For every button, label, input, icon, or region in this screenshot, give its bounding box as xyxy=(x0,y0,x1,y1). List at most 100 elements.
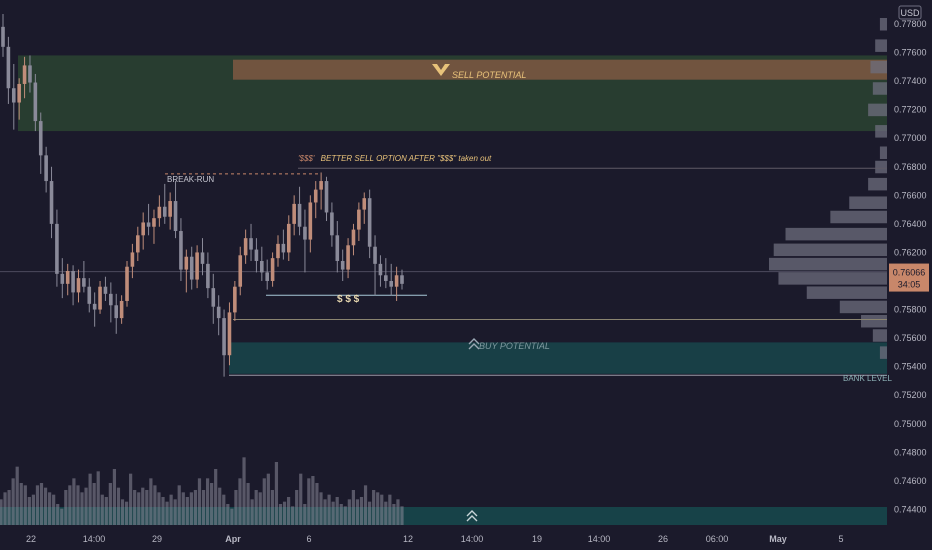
candle-body xyxy=(303,226,307,240)
candle-body xyxy=(265,272,270,281)
x-tick-label: 6 xyxy=(306,534,311,544)
volume-bar xyxy=(149,478,153,525)
volume-profile-bar xyxy=(785,227,887,241)
volume-bar xyxy=(282,501,287,525)
volume-bar xyxy=(367,501,372,525)
volume-bar xyxy=(129,473,133,525)
candle-body xyxy=(76,278,81,293)
candle-body xyxy=(33,82,38,122)
candle-body xyxy=(313,189,318,203)
better-sell-prefix: '$$$' xyxy=(298,154,315,163)
volume-bar xyxy=(335,497,339,525)
volume-bar xyxy=(39,483,44,525)
volume-bar xyxy=(392,504,396,525)
volume-profile-bar xyxy=(872,329,887,342)
volume-bar xyxy=(327,494,331,525)
x-tick-label: 19 xyxy=(532,534,542,544)
volume-profile-bar xyxy=(778,272,887,285)
price-label-countdown: 34:05 xyxy=(898,280,921,290)
candle-body xyxy=(211,288,216,307)
candle-body xyxy=(114,305,119,319)
candle-body xyxy=(152,218,156,227)
price-axis[interactable]: 0.77800 0.77600 0.77400 0.77200 0.77000 0.768… xyxy=(894,19,927,514)
volume-bar xyxy=(303,504,307,525)
time-axis[interactable]: 22 14:00 29 Apr 6 12 14:00 19 14:00 26 06:00 May 5 xyxy=(26,534,844,544)
volume-profile-bar xyxy=(875,125,887,138)
volume-profile-bar xyxy=(806,286,887,299)
double-chevron-up-icon xyxy=(466,510,478,522)
volume-bar xyxy=(64,490,68,525)
y-tick-label: 0.74800 xyxy=(894,447,927,457)
volume-bar xyxy=(112,469,117,525)
volume-bar xyxy=(108,483,112,525)
candle-body xyxy=(38,121,43,156)
volume-bar xyxy=(242,457,246,525)
liquidity-label: $ $ $ xyxy=(337,294,360,305)
volume-bar xyxy=(157,492,161,525)
volume-bar xyxy=(258,492,262,525)
y-tick-label: 0.75400 xyxy=(894,362,927,372)
y-tick-label: 0.74600 xyxy=(894,476,927,486)
volume-bar xyxy=(311,476,315,525)
volume-bar xyxy=(238,478,242,525)
volume-bar xyxy=(161,497,165,525)
volume-bar xyxy=(372,490,376,525)
y-tick-label: 0.76800 xyxy=(894,162,927,172)
candle-body xyxy=(351,229,356,246)
volume-bar xyxy=(270,490,274,525)
y-tick-label: 0.77600 xyxy=(894,48,927,58)
candle-body xyxy=(297,203,302,227)
candle-body xyxy=(82,278,86,287)
candle-body xyxy=(222,318,226,356)
volume-bar xyxy=(299,473,303,525)
volume-strip xyxy=(0,507,887,525)
y-tick-label: 0.77000 xyxy=(894,133,927,143)
volume-bar xyxy=(278,504,283,525)
candle-body xyxy=(1,26,5,47)
candle-body xyxy=(373,246,377,264)
volume-bar xyxy=(100,494,104,525)
volume-profile-bar xyxy=(879,17,887,31)
y-tick-label: 0.75000 xyxy=(894,419,927,429)
candle-body xyxy=(367,198,372,247)
volume-bar xyxy=(7,490,11,525)
buy-zone-label: BUY POTENTIAL xyxy=(479,341,550,351)
volume-bar xyxy=(189,492,193,525)
volume-bar xyxy=(307,478,311,525)
volume-profile-bar xyxy=(872,82,887,95)
volume-bar xyxy=(11,478,15,525)
volume-bar xyxy=(124,501,129,525)
volume-bar xyxy=(116,487,121,525)
currency-badge[interactable]: USD xyxy=(900,8,920,18)
candle-body xyxy=(168,201,172,217)
x-tick-label: 22 xyxy=(26,534,36,544)
better-sell-text: BETTER SELL OPTION AFTER "$$$" taken out xyxy=(321,154,492,163)
x-tick-label: 29 xyxy=(152,534,162,544)
volume-bar xyxy=(120,499,125,525)
volume-bar xyxy=(153,485,157,525)
x-tick-label: 06:00 xyxy=(706,534,729,544)
y-tick-label: 0.76600 xyxy=(894,190,927,200)
volume-profile-bar xyxy=(879,346,887,359)
candle-body xyxy=(330,212,334,236)
volume-bar xyxy=(145,490,149,525)
candle-body xyxy=(44,155,48,182)
volume-profile-bar xyxy=(830,210,887,224)
candle-body xyxy=(357,209,361,230)
volume-bar xyxy=(84,487,88,525)
volume-profile-bar xyxy=(769,257,887,271)
volume-bar xyxy=(23,485,27,525)
volume-profile-bar xyxy=(868,177,887,191)
candle-body xyxy=(400,275,404,284)
volume-profile-bar xyxy=(879,146,887,159)
break-run-label: BREAK-RUN xyxy=(167,175,214,184)
candle-body xyxy=(109,293,113,306)
volume-bar xyxy=(0,499,3,525)
x-tick-label: Apr xyxy=(225,534,241,544)
candle-body xyxy=(87,286,92,304)
candle-body xyxy=(119,300,124,319)
volume-bar xyxy=(181,492,185,525)
candle-body xyxy=(103,286,108,294)
volume-bar xyxy=(266,473,270,525)
